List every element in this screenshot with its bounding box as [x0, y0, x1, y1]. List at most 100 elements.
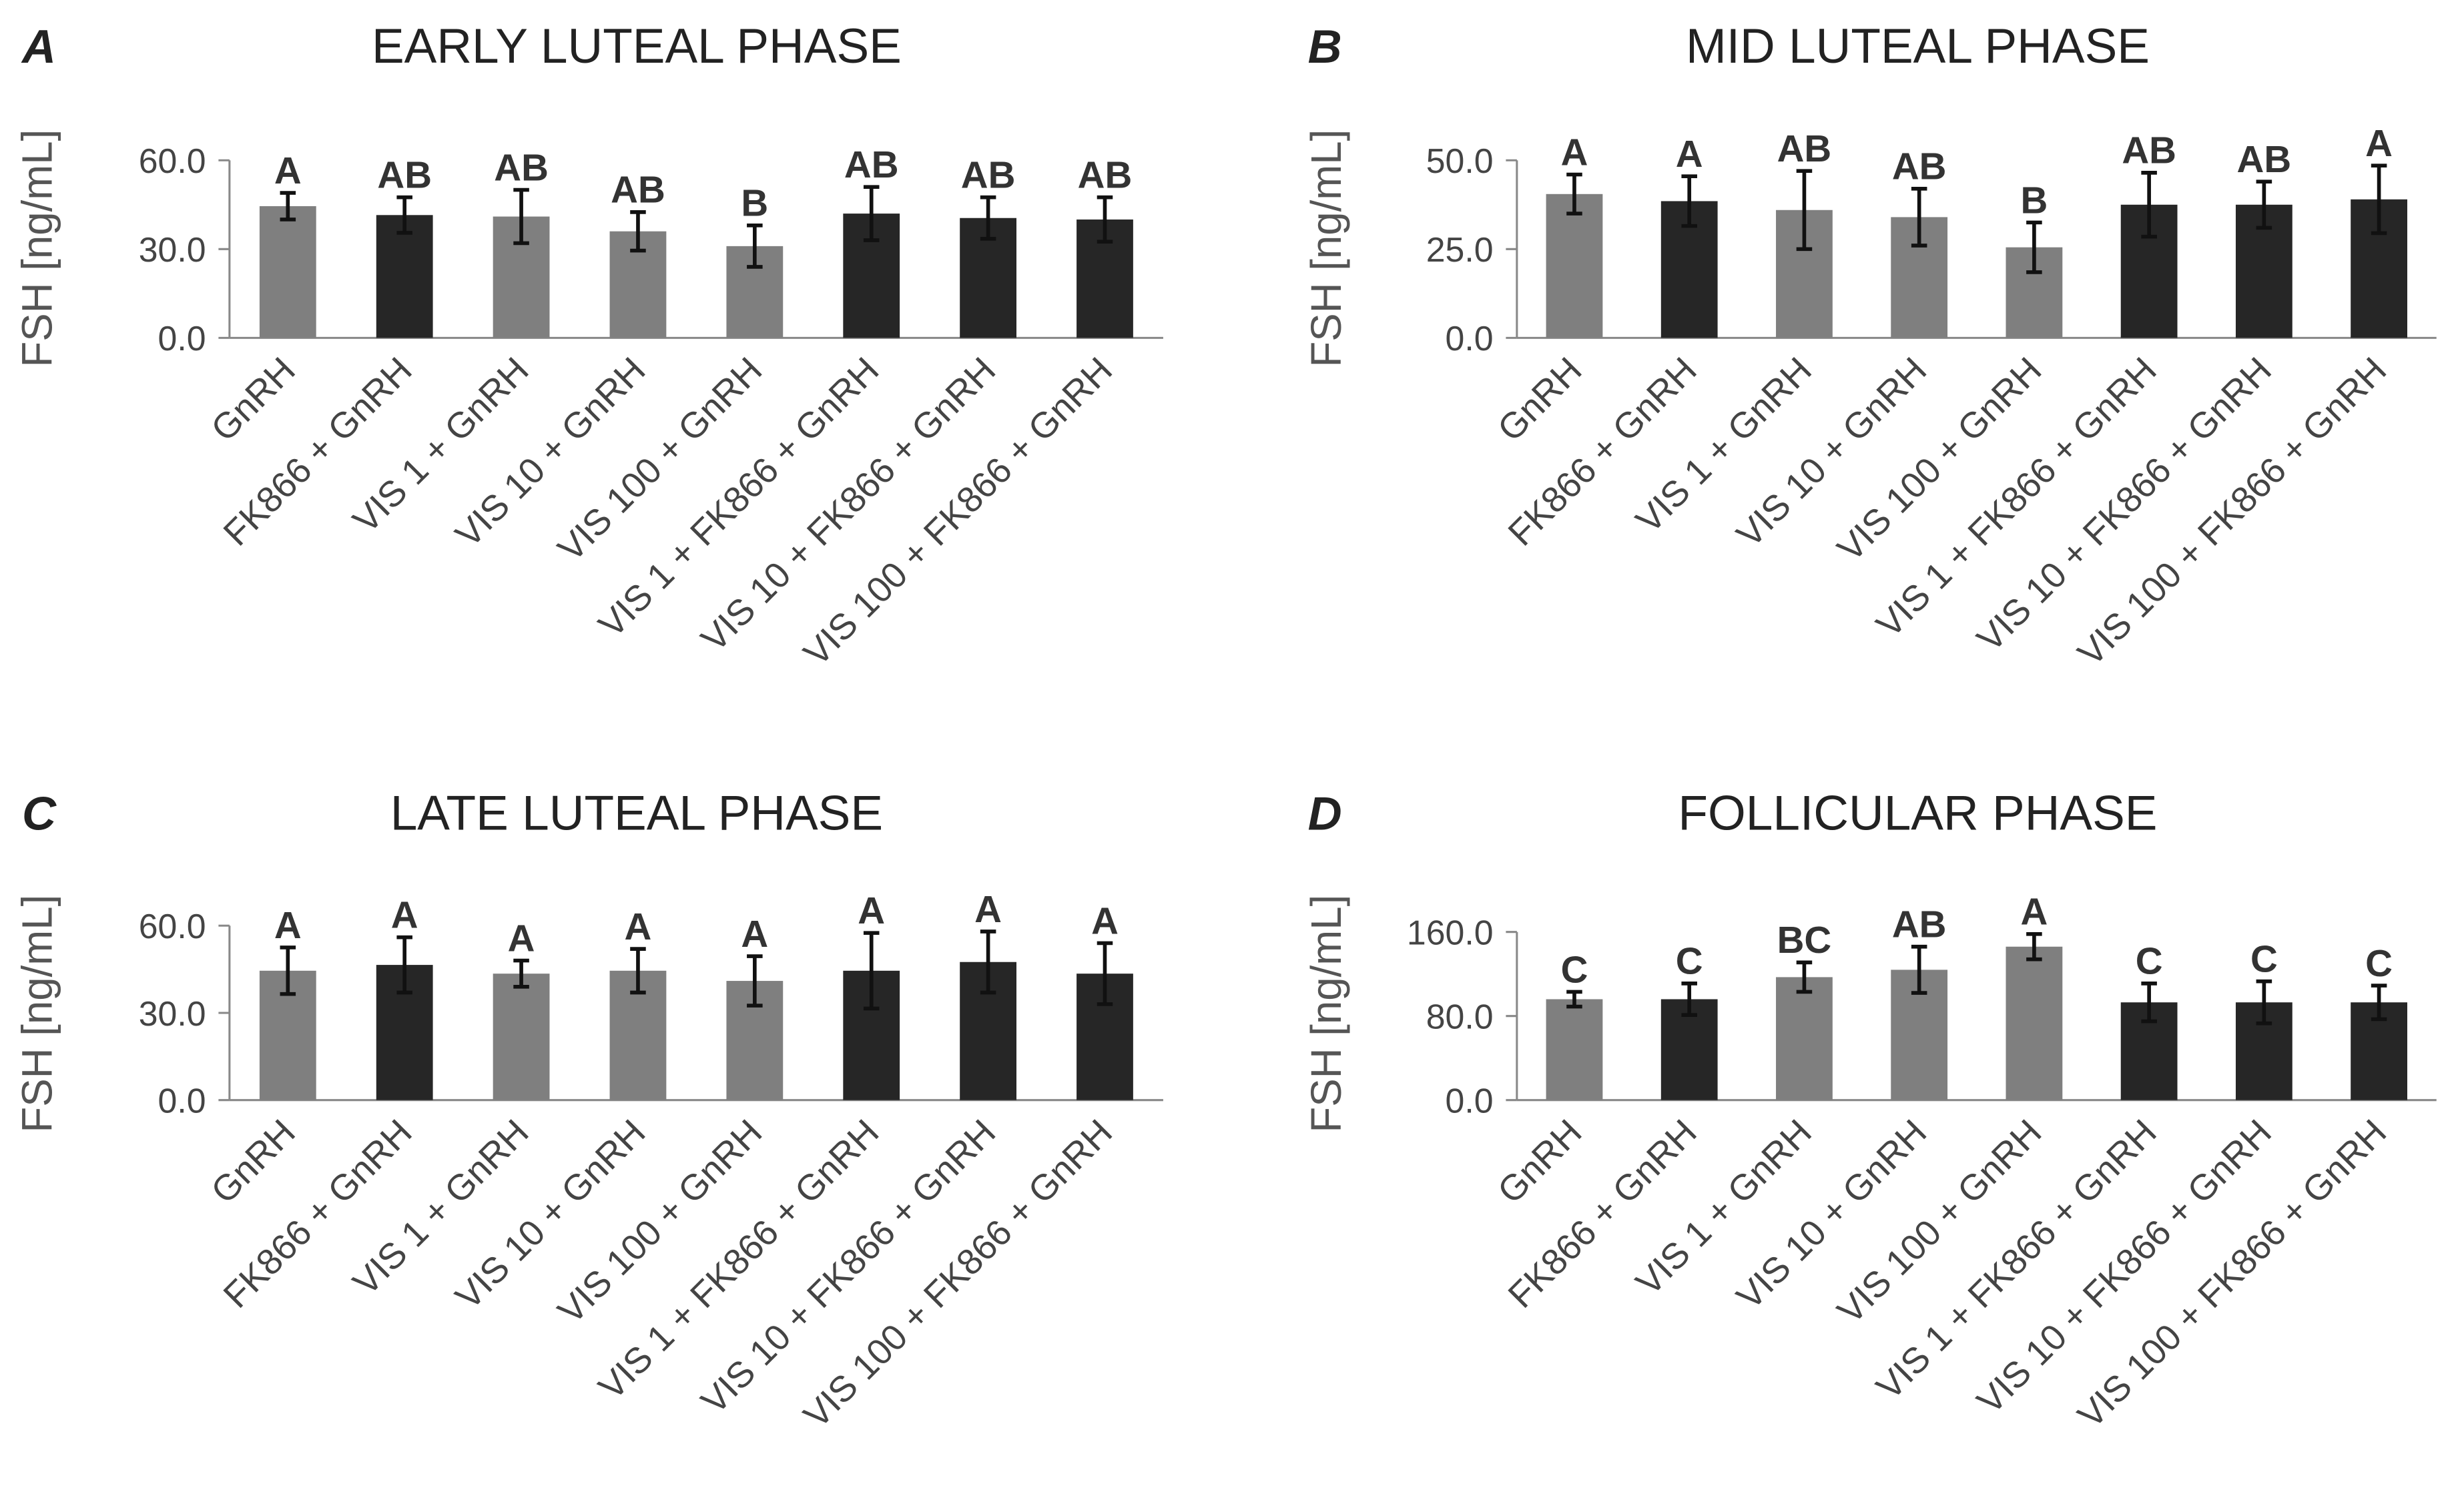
significance-label: AB — [1777, 127, 1832, 169]
error-bar — [747, 954, 763, 1008]
significance-label: A — [2365, 122, 2393, 164]
y-axis-label: FSH [ng/mL] — [14, 129, 61, 368]
significance-label: A — [274, 904, 302, 946]
significance-label: AB — [961, 154, 1016, 196]
chart-title: MID LUTEAL PHASE — [1686, 19, 2150, 73]
significance-label: AB — [494, 146, 549, 188]
y-tick-label: 30.0 — [139, 994, 206, 1033]
y-axis-label: FSH [ng/mL] — [1303, 129, 1350, 368]
error-bar — [2256, 979, 2272, 1026]
error-bar — [513, 958, 529, 989]
error-bar — [863, 185, 880, 242]
bar — [376, 215, 433, 338]
y-tick-label: 60.0 — [139, 141, 206, 180]
significance-label: BC — [1777, 919, 1832, 961]
error-bar — [2026, 220, 2042, 274]
chart-panel-b: B MID LUTEAL PHASE FSH [ng/mL] 0.0 25.0 50.0 A… — [1303, 19, 2437, 673]
error-bar — [396, 935, 412, 995]
significance-label: C — [2136, 940, 2163, 982]
significance-label: AB — [1078, 154, 1133, 196]
panel-letter: D — [1308, 787, 1342, 840]
y-tick-label: 80.0 — [1426, 998, 1494, 1036]
bar — [1776, 977, 1833, 1100]
y-tick-label: 25.0 — [1426, 230, 1494, 269]
chart-title: LATE LUTEAL PHASE — [390, 787, 883, 841]
significance-label: AB — [1892, 903, 1947, 946]
error-bar — [1097, 195, 1113, 244]
error-bar — [2371, 163, 2387, 236]
error-bar — [1911, 186, 1927, 248]
error-bar — [630, 947, 646, 995]
error-bar — [2141, 171, 2157, 239]
bar — [259, 206, 316, 338]
panel-letter: B — [1308, 20, 1342, 73]
error-bar — [980, 195, 996, 241]
bar — [1546, 194, 1603, 338]
significance-label: A — [1561, 131, 1588, 173]
significance-label: AB — [2122, 129, 2176, 171]
x-tick-label: VIS 100 + GnRH — [1830, 350, 2050, 569]
error-bar — [2141, 982, 2157, 1024]
bar — [493, 974, 550, 1100]
significance-label: A — [1091, 899, 1119, 941]
x-tick-label: VIS 100 + GnRH — [551, 350, 770, 569]
y-tick-label: 0.0 — [1446, 1082, 1494, 1120]
error-bar — [1566, 172, 1582, 216]
x-tick-label: GnRH — [204, 350, 303, 449]
significance-label: AB — [611, 169, 665, 211]
y-axis-label: FSH [ng/mL] — [1303, 895, 1350, 1133]
error-bar — [1566, 990, 1582, 1009]
significance-label: AB — [844, 143, 899, 185]
significance-label: AB — [2237, 138, 2292, 180]
significance-label: A — [858, 889, 885, 931]
y-tick-label: 0.0 — [158, 319, 206, 358]
error-bar — [2256, 179, 2272, 230]
error-bar — [980, 929, 996, 995]
significance-label: AB — [1892, 145, 1947, 187]
error-bar — [280, 191, 296, 222]
panel-letter: C — [22, 787, 57, 840]
error-bar — [1911, 944, 1927, 995]
significance-label: A — [274, 149, 302, 192]
y-axis-label: FSH [ng/mL] — [14, 895, 61, 1133]
error-bar — [630, 210, 646, 253]
significance-label: C — [1561, 948, 1588, 990]
x-tick-label: VIS 100 + GnRH — [551, 1112, 770, 1332]
error-bar — [2371, 984, 2387, 1022]
significance-label: A — [1676, 133, 1703, 175]
significance-label: A — [741, 913, 768, 955]
error-bar — [396, 195, 412, 235]
y-tick-label: 160.0 — [1407, 913, 1494, 952]
x-tick-label: GnRH — [1490, 350, 1590, 449]
significance-label: B — [741, 182, 768, 224]
y-tick-label: 0.0 — [158, 1082, 206, 1120]
chart-panel-d: D FOLLICULAR PHASE FSH [ng/mL] 0.0 80.0 160.0… — [1303, 787, 2437, 1436]
error-bar — [1681, 174, 1697, 228]
error-bar — [513, 187, 529, 246]
significance-label: C — [2250, 938, 2278, 980]
error-bar — [280, 946, 296, 996]
error-bar — [1681, 982, 1697, 1017]
y-tick-label: 60.0 — [139, 907, 206, 946]
error-bar — [1796, 169, 1813, 252]
error-bar — [747, 224, 763, 269]
y-tick-label: 30.0 — [139, 230, 206, 269]
error-bar — [1796, 960, 1813, 994]
x-tick-label: VIS 100 + GnRH — [1830, 1112, 2050, 1332]
significance-label: A — [625, 905, 652, 948]
chart-panel-c: C LATE LUTEAL PHASE FSH [ng/mL] 0.0 30.0 60.0… — [14, 787, 1163, 1436]
x-tick-label: GnRH — [204, 1112, 303, 1212]
x-tick-label: GnRH — [1490, 1112, 1590, 1212]
chart-title: EARLY LUTEAL PHASE — [372, 19, 902, 73]
bar — [1546, 999, 1603, 1100]
y-tick-label: 50.0 — [1426, 141, 1494, 180]
y-tick-label: 0.0 — [1446, 319, 1494, 358]
significance-label: A — [508, 917, 535, 959]
bar — [2006, 946, 2063, 1100]
chart-panel-a: A EARLY LUTEAL PHASE FSH [ng/mL] 0.0 30.0 60.… — [14, 19, 1163, 673]
error-bar — [2026, 932, 2042, 962]
significance-label: A — [391, 894, 418, 936]
panel-letter: A — [21, 20, 56, 73]
significance-label: A — [974, 888, 1002, 930]
